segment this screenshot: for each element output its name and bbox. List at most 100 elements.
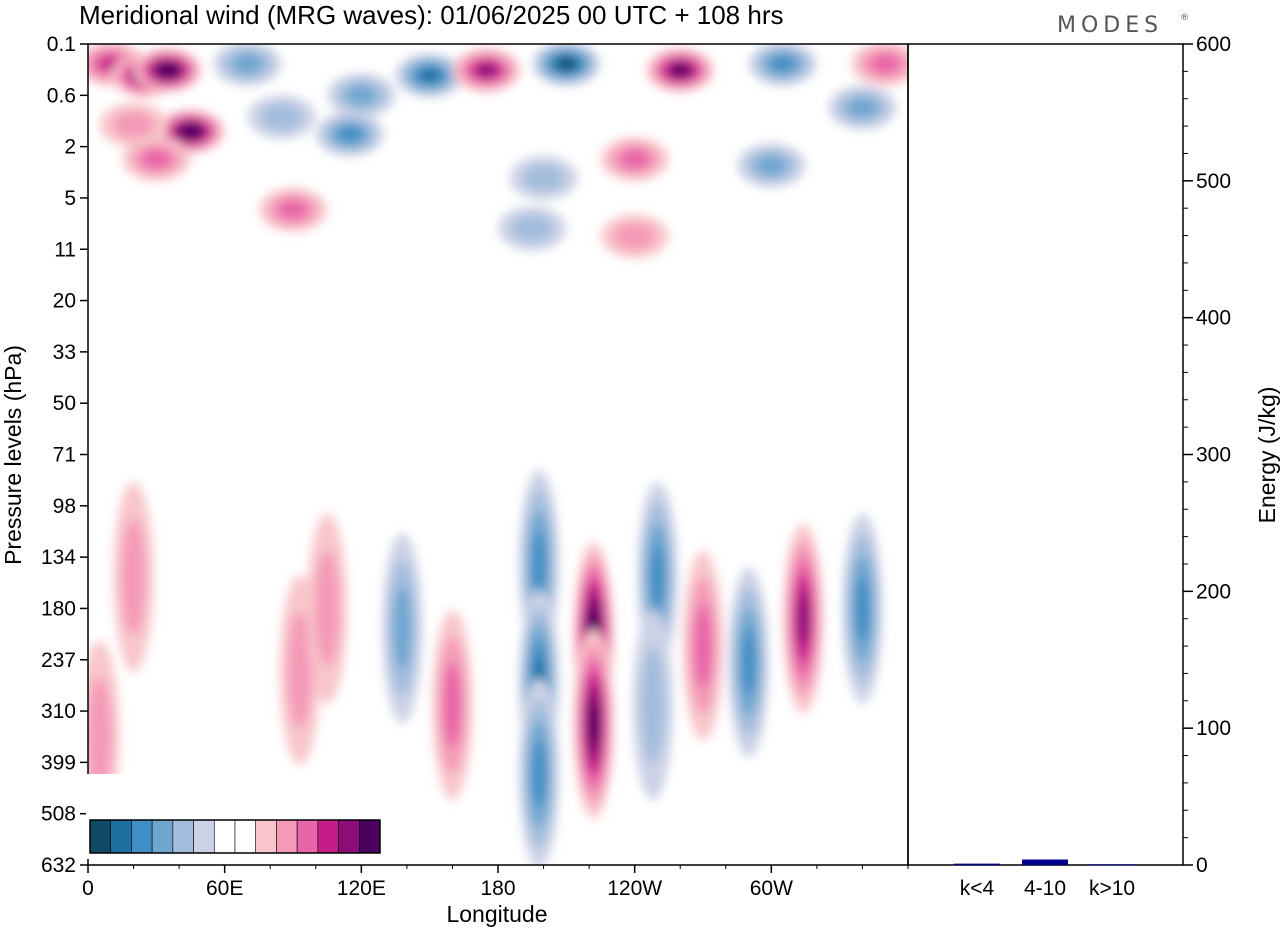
- contour-blob: [770, 56, 795, 72]
- contour-blob: [613, 222, 656, 250]
- colorbar-swatch: [193, 819, 215, 854]
- contour-blob: [532, 531, 546, 598]
- energy-tick-label: 0: [1196, 854, 1208, 877]
- contour-blob: [522, 164, 565, 192]
- y-tick-label: 71: [53, 444, 76, 467]
- contour-blob: [511, 215, 554, 243]
- colorbar-frame: [89, 819, 381, 854]
- colorbar-swatch: [234, 819, 257, 854]
- energy-tick-label: 100: [1196, 717, 1231, 740]
- contour-blob: [443, 662, 462, 747]
- contour-blob: [619, 149, 650, 169]
- contour-blob: [277, 200, 309, 220]
- contour-blob: [287, 611, 313, 729]
- y-tick-label: 2: [64, 136, 76, 159]
- energy-category-label: k>10: [1089, 877, 1135, 900]
- y-tick-label: 5: [64, 187, 76, 210]
- y-tick-label: 508: [41, 803, 76, 826]
- y-tick-label: 11: [54, 238, 76, 261]
- colorbar-swatch: [296, 819, 319, 854]
- y-tick-label: 20: [53, 290, 76, 313]
- contour-blob: [650, 543, 665, 610]
- contour-blob: [756, 155, 787, 176]
- chart-title: Meridional wind (MRG waves): 01/06/2025 …: [79, 0, 784, 30]
- contour-blob: [346, 85, 377, 106]
- colorbar-swatch: [172, 819, 194, 854]
- y-tick-label: 180: [41, 597, 76, 620]
- contour-plot-area: [88, 44, 908, 865]
- x-tick-label: 180: [480, 877, 515, 900]
- contour-blob: [314, 549, 340, 667]
- y-tick-label: 33: [53, 341, 76, 364]
- contour-blob: [141, 149, 172, 169]
- x-tick-label: 120E: [337, 877, 386, 900]
- energy-bars: [954, 859, 1135, 866]
- colorbar-swatch: [255, 819, 277, 854]
- energy-axis-label: Energy (J/kg): [1254, 387, 1280, 524]
- energy-categories: k<4 4-10 k>10: [960, 877, 1135, 900]
- colorbar-swatch: [317, 819, 339, 854]
- colorbar-swatch: [213, 819, 236, 854]
- colorbar-swatch: [89, 819, 112, 854]
- x-tick-label: 60W: [750, 877, 793, 900]
- energy-panel-frame: [907, 43, 1184, 866]
- energy-tick-label: 600: [1196, 33, 1231, 56]
- x-tick-label: 60E: [206, 877, 243, 900]
- contour-blob: [797, 591, 809, 646]
- y-tick-label: 50: [53, 392, 76, 415]
- contour-blob: [588, 700, 599, 747]
- energy-category-label: k<4: [960, 877, 995, 900]
- contour-blob: [88, 677, 112, 795]
- contour-blob: [855, 575, 870, 642]
- y-tick-label: 134: [41, 546, 76, 569]
- contour-blob: [419, 69, 440, 82]
- y-tick-label: 399: [41, 751, 76, 774]
- contour-blob: [338, 126, 362, 143]
- y-tick-label: 310: [41, 700, 76, 723]
- contour-blob: [847, 97, 878, 118]
- colorbar-swatch: [358, 819, 381, 854]
- contour-blob: [476, 63, 497, 77]
- contour-blob: [694, 603, 712, 689]
- energy-tick-label: 400: [1196, 307, 1231, 330]
- contour-blob: [672, 64, 689, 76]
- colorbar-swatch: [151, 819, 174, 854]
- contour-blob: [640, 646, 666, 764]
- y-axis-label: Pressure levels (hPa): [0, 345, 26, 565]
- contour-blob: [558, 58, 575, 70]
- colorbar-swatch: [131, 819, 153, 854]
- energy-tick-label: 200: [1196, 580, 1231, 603]
- contour-blob: [870, 54, 901, 74]
- colorbar-legend: -12-8-404812: [86, 774, 384, 859]
- energy-category-label: 4-10: [1024, 877, 1066, 900]
- contour-blob: [160, 65, 175, 75]
- modes-logo: MODES: [1057, 13, 1163, 38]
- y-tick-label: 0.6: [47, 84, 76, 107]
- energy-bar: [1022, 859, 1068, 865]
- colorbar-swatch: [276, 819, 298, 854]
- y-tick-label: 98: [53, 495, 76, 518]
- y-tick-label: 0.1: [47, 33, 76, 56]
- energy-bar: [1089, 864, 1135, 866]
- colorbar-swatch: [338, 819, 360, 854]
- contour-blob: [121, 518, 146, 636]
- contour-blob: [393, 585, 412, 671]
- x-axis-label: Longitude: [446, 901, 547, 927]
- registered-mark-icon: ®: [1180, 13, 1189, 23]
- energy-axis: 0 100 200 300 400 500 600: [1183, 33, 1231, 877]
- energy-bar: [954, 863, 1000, 865]
- y-tick-label: 632: [41, 854, 76, 877]
- y-tick-label: 237: [41, 649, 76, 672]
- contour-blob: [741, 629, 756, 696]
- x-tick-label: 120W: [607, 877, 662, 900]
- contour-blob: [232, 54, 263, 74]
- x-axis: 0 60E 120E 180 120W 60W: [82, 865, 909, 900]
- x-tick-label: 0: [82, 877, 94, 900]
- contour-blob: [112, 111, 155, 139]
- colorbar-swatches: [86, 774, 384, 859]
- contour-blob: [260, 103, 303, 131]
- y-axis: 0.1 0.6 2 5 11 20 33 50 71 98 134 180 237 310 399 508 63…: [41, 33, 88, 877]
- contour-blob: [532, 740, 546, 807]
- colorbar-swatch: [110, 819, 132, 854]
